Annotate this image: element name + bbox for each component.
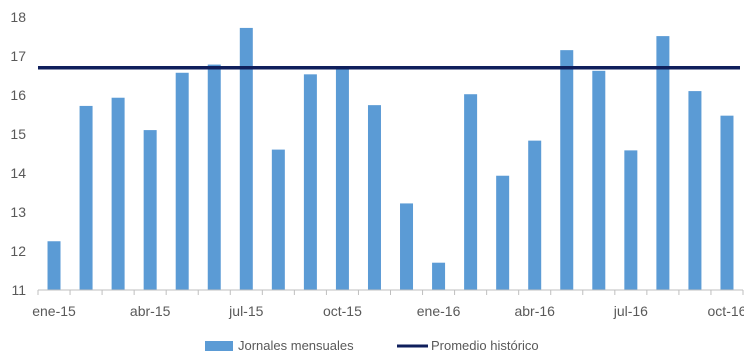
bar-jun-16 xyxy=(592,70,606,290)
legend-label-promedio-historico: Promedio histórico xyxy=(431,338,539,353)
bar-abr-16 xyxy=(528,140,542,290)
bar-abr-15 xyxy=(143,130,157,290)
y-tick-label: 13 xyxy=(10,204,26,220)
bar-oct-15 xyxy=(335,68,349,290)
bar-ago-16 xyxy=(656,36,670,290)
y-tick-label: 14 xyxy=(10,165,26,181)
bar-mar-15 xyxy=(111,97,125,290)
bar-may-16 xyxy=(560,50,574,291)
y-tick-label: 17 xyxy=(10,48,26,64)
bar-ene-15 xyxy=(47,241,61,290)
bar-mar-16 xyxy=(496,175,510,290)
legend-label-jornales-mensuales: Jornales mensuales xyxy=(238,338,354,353)
bar-jun-15 xyxy=(207,64,221,290)
y-tick-label: 16 xyxy=(10,87,26,103)
bar-sep-15 xyxy=(303,74,317,290)
bar-feb-16 xyxy=(464,94,478,290)
legend-swatch-jornales-mensuales xyxy=(205,341,233,351)
bar-ago-15 xyxy=(271,149,285,290)
bar-ene-16 xyxy=(432,262,446,290)
x-axis-tick-labels: ene-15 abr-15 jul-15 oct-15 ene-16 abr-16 jul-… xyxy=(32,303,744,319)
x-tick-label: jul-16 xyxy=(613,303,648,319)
legend: Jornales mensuales Promedio histórico xyxy=(205,338,539,353)
y-tick-label: 12 xyxy=(10,243,26,259)
y-axis-tick-labels: 11 12 13 14 15 16 17 18 xyxy=(10,9,26,298)
bar-series-jornales-mensuales xyxy=(47,27,734,291)
x-tick-label: jul-15 xyxy=(228,303,263,319)
bar-dic-15 xyxy=(400,203,414,290)
bar-jul-16 xyxy=(624,150,638,290)
y-tick-label: 11 xyxy=(11,282,26,298)
bar-oct-16 xyxy=(720,115,734,290)
bar-may-15 xyxy=(175,72,189,291)
x-tick-label: oct-16 xyxy=(708,303,744,319)
x-axis xyxy=(37,289,744,295)
y-tick-label: 18 xyxy=(10,9,26,25)
x-tick-label: oct-15 xyxy=(323,303,362,319)
bar-jul-15 xyxy=(239,27,253,290)
y-tick-label: 15 xyxy=(10,126,26,142)
bar-sep-16 xyxy=(688,91,702,290)
bar-feb-15 xyxy=(79,105,93,290)
x-tick-label: ene-15 xyxy=(32,303,76,319)
bar-nov-15 xyxy=(367,105,381,290)
x-tick-label: ene-16 xyxy=(417,303,461,319)
x-tick-label: abr-15 xyxy=(130,303,171,319)
x-tick-label: abr-16 xyxy=(514,303,555,319)
